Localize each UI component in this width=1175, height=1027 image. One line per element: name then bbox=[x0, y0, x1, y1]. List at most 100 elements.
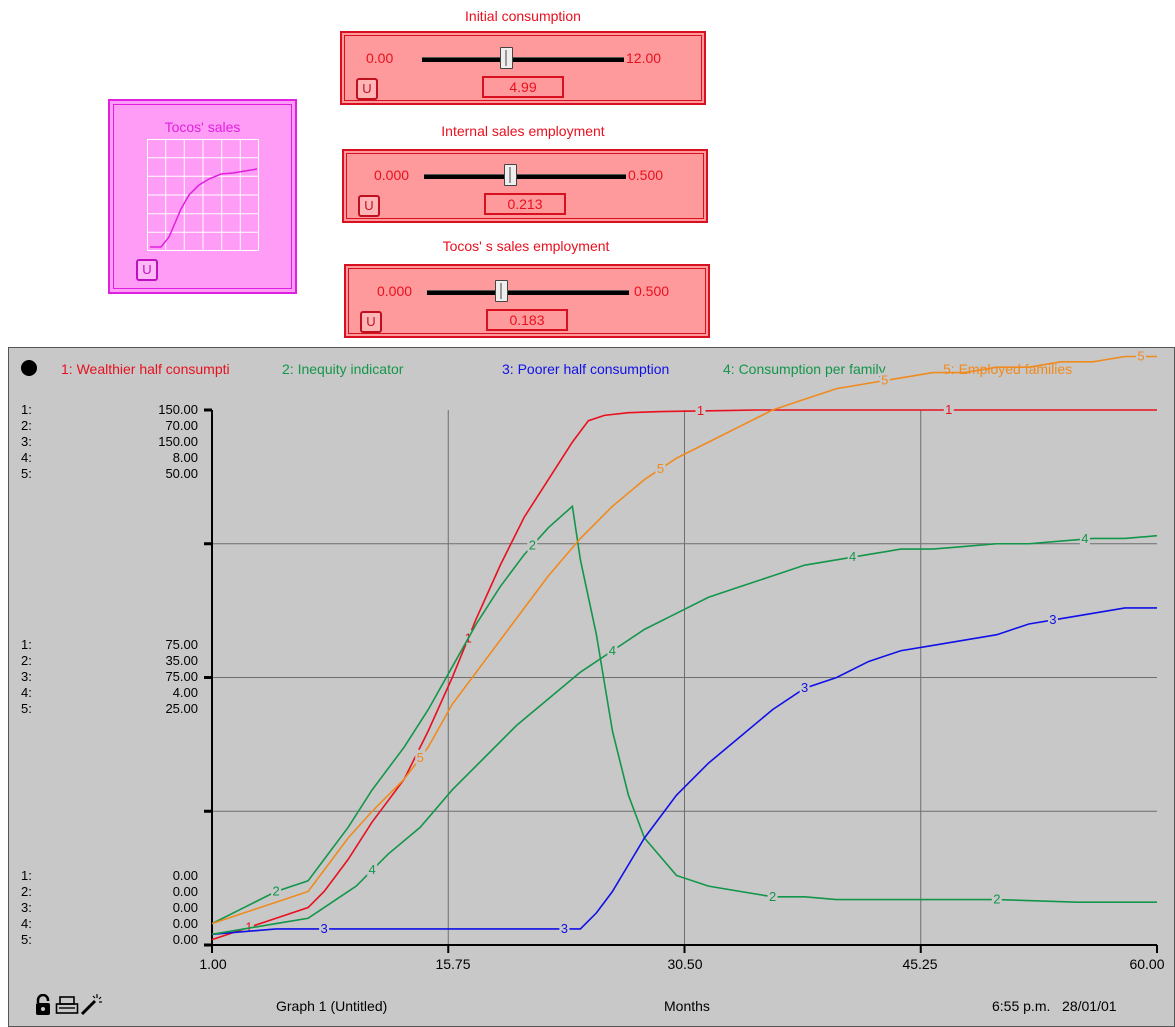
tiny-graph-panel[interactable]: Tocos' sales U bbox=[108, 99, 297, 294]
scale-index-label: 5: bbox=[21, 932, 32, 947]
scale-index-label: 2: bbox=[21, 884, 32, 899]
print-icon[interactable] bbox=[55, 996, 79, 1016]
slider-max-label: 0.500 bbox=[634, 283, 670, 299]
series-marker-label: 1 bbox=[945, 402, 952, 417]
series-line-2 bbox=[211, 504, 1157, 925]
series-marker-bg bbox=[695, 402, 706, 417]
series-marker-label: 4 bbox=[1081, 531, 1088, 546]
update-button[interactable]: U bbox=[356, 78, 378, 100]
scale-index-label: 4: bbox=[21, 685, 32, 700]
series-marker-label: 4 bbox=[369, 862, 376, 877]
series-marker-bg bbox=[655, 460, 666, 475]
series-marker-bg bbox=[243, 919, 254, 934]
series-marker-bg bbox=[991, 891, 1002, 906]
series-marker-label: 5 bbox=[881, 373, 888, 388]
series-marker-bg bbox=[1079, 531, 1090, 546]
scale-value-label: 4.00 bbox=[172, 685, 198, 700]
slider-max-label: 0.500 bbox=[628, 167, 664, 183]
scale-value-label: 0.00 bbox=[172, 932, 198, 947]
slider-track[interactable] bbox=[422, 57, 624, 62]
series-marker-label: 2 bbox=[993, 892, 1000, 907]
slider-min-label: 0.000 bbox=[374, 167, 410, 183]
scale-value-label: 150.00 bbox=[158, 434, 198, 449]
timestamp: 6:55 p.m. 28/01/01 bbox=[992, 998, 1117, 1014]
scale-index-label: 5: bbox=[21, 466, 32, 481]
scale-index-label: 1: bbox=[21, 637, 32, 652]
scale-index-label: 2: bbox=[21, 418, 32, 433]
series-marker-label: 2 bbox=[529, 538, 536, 553]
series-marker-label: 2 bbox=[272, 884, 279, 899]
slider-track[interactable] bbox=[424, 174, 626, 179]
scale-value-label: 25.00 bbox=[165, 701, 198, 716]
magic-wand-icon[interactable] bbox=[80, 992, 104, 1016]
x-tick-label: 60.00 bbox=[1129, 956, 1165, 972]
slider-min-label: 0.00 bbox=[366, 50, 394, 66]
slider-thumb[interactable] bbox=[504, 164, 518, 186]
slider-panel-internal-sales-employment: 0.000 0.500 U 0.213 bbox=[342, 149, 708, 223]
update-button[interactable]: U bbox=[358, 195, 380, 217]
x-tick-label: 45.25 bbox=[902, 956, 938, 972]
tiny-graph-plot bbox=[147, 139, 259, 251]
series-marker-bg bbox=[799, 680, 810, 695]
series-marker-label: 1 bbox=[245, 919, 252, 934]
x-tick-label: 30.50 bbox=[667, 956, 703, 972]
series-marker-bg bbox=[527, 537, 538, 552]
scale-value-label: 0.00 bbox=[172, 900, 198, 915]
series-marker-label: 4 bbox=[609, 643, 616, 658]
series-marker-bg bbox=[1047, 611, 1058, 626]
series-marker-label: 5 bbox=[657, 461, 664, 476]
scale-index-label: 4: bbox=[21, 916, 32, 931]
scale-index-label: 3: bbox=[21, 434, 32, 449]
series-marker-bg bbox=[607, 642, 618, 657]
series-marker-label: 1 bbox=[697, 403, 704, 418]
series-marker-label: 3 bbox=[321, 921, 328, 936]
series-line-4 bbox=[211, 534, 1158, 936]
slider-value-field[interactable]: 0.213 bbox=[484, 193, 566, 215]
graph-pad bbox=[8, 347, 1175, 1027]
series-marker-label: 5 bbox=[417, 750, 424, 765]
series-marker-bg bbox=[767, 888, 778, 903]
x-tick-label: 1.00 bbox=[199, 956, 227, 972]
tiny-graph-title: Tocos' sales bbox=[164, 119, 241, 135]
scale-index-label: 3: bbox=[21, 900, 32, 915]
scale-index-label: 3: bbox=[21, 669, 32, 684]
series-marker-bg bbox=[367, 862, 378, 877]
scale-index-label: 5: bbox=[21, 701, 32, 716]
scale-index-label: 1: bbox=[21, 402, 32, 417]
scale-value-label: 75.00 bbox=[165, 637, 198, 652]
update-button[interactable]: U bbox=[360, 311, 382, 333]
scale-value-label: 0.00 bbox=[172, 868, 198, 883]
x-tick-label: 15.75 bbox=[435, 956, 471, 972]
series-marker-bg bbox=[271, 883, 282, 898]
graph-pin-icon[interactable] bbox=[21, 360, 37, 376]
scale-index-label: 4: bbox=[21, 450, 32, 465]
update-button[interactable]: U bbox=[136, 259, 158, 281]
scale-value-label: 0.00 bbox=[172, 916, 198, 931]
slider-title-internal-sales-employment: Internal sales employment bbox=[441, 123, 605, 139]
scale-value-label: 8.00 bbox=[172, 450, 198, 465]
series-marker-label: 5 bbox=[1137, 349, 1144, 364]
slider-thumb[interactable] bbox=[500, 47, 514, 69]
slider-panel-initial-consumption: 0.00 12.00 U 4.99 bbox=[340, 31, 706, 105]
slider-max-label: 12.00 bbox=[626, 50, 662, 66]
legend-item-poorer-half: 3: Poorer half consumption bbox=[502, 361, 670, 377]
series-marker-label: 2 bbox=[769, 889, 776, 904]
slider-value-field[interactable]: 0.183 bbox=[486, 309, 568, 331]
scale-value-label: 35.00 bbox=[165, 653, 198, 668]
series-marker-bg bbox=[319, 920, 330, 935]
series-line-1 bbox=[211, 409, 1157, 941]
slider-title-initial-consumption: Initial consumption bbox=[465, 8, 581, 24]
series-line-3 bbox=[211, 607, 1157, 936]
scale-value-label: 50.00 bbox=[165, 466, 198, 481]
series-marker-label: 3 bbox=[561, 921, 568, 936]
slider-thumb[interactable] bbox=[494, 280, 508, 302]
slider-track[interactable] bbox=[427, 290, 629, 295]
series-marker-label: 3 bbox=[801, 680, 808, 695]
series-marker-bg bbox=[415, 749, 426, 764]
legend-item-consumption-per-family: 4: Consumption per family bbox=[723, 361, 886, 377]
scale-value-label: 75.00 bbox=[165, 669, 198, 684]
scale-index-label: 1: bbox=[21, 868, 32, 883]
lock-icon[interactable] bbox=[34, 993, 52, 1016]
slider-value-field[interactable]: 4.99 bbox=[482, 76, 564, 98]
